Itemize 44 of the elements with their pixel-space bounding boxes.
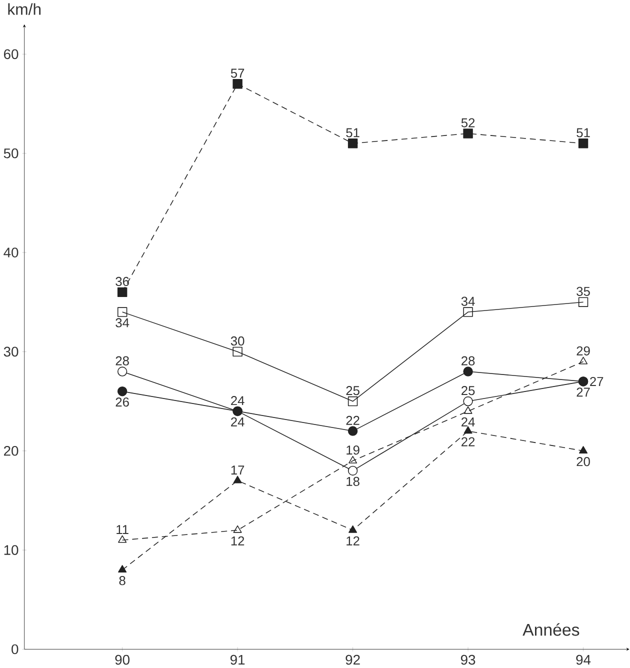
data-label: 22 bbox=[462, 437, 475, 446]
data-label: 18 bbox=[346, 476, 360, 486]
data-label: 12 bbox=[232, 536, 244, 546]
data-label: 57 bbox=[231, 68, 244, 78]
data-label: 17 bbox=[232, 466, 244, 474]
data-label: 28 bbox=[116, 356, 130, 366]
y-tick-label: 40 bbox=[4, 248, 18, 258]
data-label: 29 bbox=[576, 346, 590, 356]
y-axis-title: km/h bbox=[8, 3, 41, 15]
y-tick-label: 20 bbox=[4, 446, 18, 456]
data-label: 20 bbox=[576, 457, 590, 466]
y-tick-label: 30 bbox=[4, 346, 18, 357]
data-label: 24 bbox=[231, 417, 245, 426]
data-label: 52 bbox=[462, 118, 475, 128]
x-tick-label: 90 bbox=[115, 654, 130, 665]
data-label: 22 bbox=[346, 416, 360, 425]
data-label: 26 bbox=[116, 398, 130, 407]
data-label: 51 bbox=[346, 128, 360, 138]
data-label: 19 bbox=[346, 446, 360, 455]
y-tick-label: 60 bbox=[4, 49, 18, 60]
data-label: 51 bbox=[576, 128, 590, 138]
y-tick-label: 50 bbox=[4, 148, 18, 158]
x-tick-label: 93 bbox=[461, 654, 476, 665]
data-label: 25 bbox=[462, 386, 475, 396]
data-label: 24 bbox=[231, 396, 245, 406]
data-label: 28 bbox=[462, 356, 475, 366]
x-tick-label: 91 bbox=[230, 654, 245, 665]
data-label: 24 bbox=[462, 417, 476, 426]
data-label: 34 bbox=[116, 318, 130, 328]
data-label: 12 bbox=[346, 536, 360, 546]
y-tick-label: 10 bbox=[4, 545, 18, 555]
data-label: 36 bbox=[116, 276, 130, 286]
data-label: 35 bbox=[576, 286, 590, 296]
x-axis-title: Années bbox=[522, 623, 580, 636]
data-label: 30 bbox=[231, 336, 244, 346]
data-label: 34 bbox=[462, 296, 476, 306]
data-label: 25 bbox=[346, 386, 360, 396]
data-label: 11 bbox=[116, 525, 129, 534]
data-label: 8 bbox=[120, 576, 126, 586]
x-tick-label: 94 bbox=[576, 654, 591, 665]
y-tick-label: 0 bbox=[12, 644, 18, 654]
data-label: 27 bbox=[590, 376, 604, 386]
data-label: 27 bbox=[576, 388, 590, 397]
x-tick-label: 92 bbox=[346, 654, 360, 665]
